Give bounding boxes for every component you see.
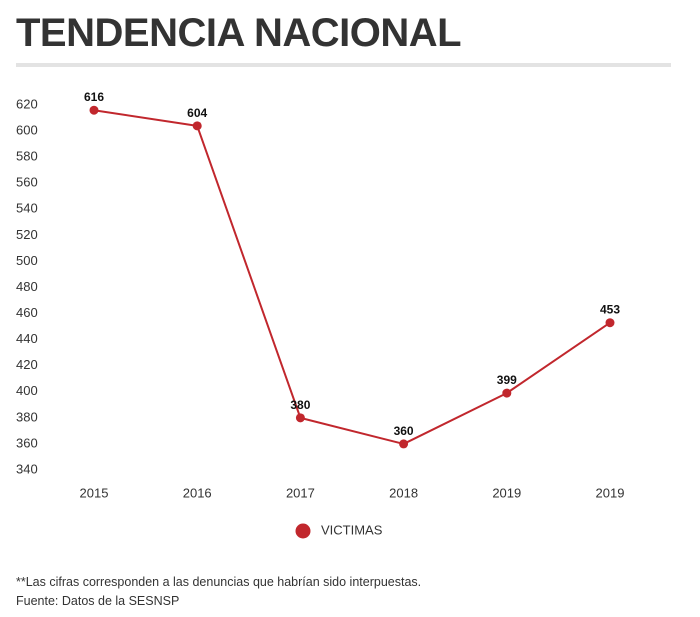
data-label: 380 [290,398,310,412]
y-tick-label: 520 [16,227,38,242]
source-note: Fuente: Datos de la SESNSP [16,594,180,608]
y-tick-label: 400 [16,383,38,398]
data-point[interactable] [192,121,202,131]
page-title: TENDENCIA NACIONAL [16,11,462,55]
data-label: 360 [394,424,414,438]
y-tick-label: 460 [16,305,38,320]
y-tick-label: 420 [16,357,38,372]
data-point[interactable] [399,439,409,449]
y-tick-label: 360 [16,435,38,450]
y-tick-label: 340 [16,461,38,476]
data-label: 616 [84,90,104,104]
data-point[interactable] [295,413,305,423]
y-tick-label: 380 [16,409,38,424]
x-tick-label: 2016 [183,485,212,500]
legend: VICTIMAS [295,522,383,539]
data-point[interactable] [502,388,512,398]
y-tick-label: 480 [16,279,38,294]
data-label: 453 [600,303,620,317]
x-tick-label: 2019 [596,485,625,500]
x-tick-label: 2015 [80,485,109,500]
x-tick-label: 2018 [389,485,418,500]
legend-label[interactable]: VICTIMAS [321,522,383,537]
legend-marker [295,523,311,539]
x-tick-label: 2017 [286,485,315,500]
data-point[interactable] [605,318,615,328]
series-line [93,109,611,445]
x-axis: 2015 2016 2017 2018 2019 2019 [80,485,625,500]
plot-area: 616 604 380 360 399 453 [84,90,620,449]
data-point[interactable] [89,105,99,115]
y-tick-label: 500 [16,253,38,268]
y-tick-label: 580 [16,149,38,164]
title-divider [16,63,671,67]
data-label: 399 [497,373,517,387]
y-tick-label: 440 [16,331,38,346]
y-tick-label: 600 [16,123,38,138]
x-tick-label: 2019 [492,485,521,500]
y-tick-label: 540 [16,201,38,216]
y-axis: 340 360 380 400 420 440 460 480 500 520 540 560 580 6… [16,96,38,476]
data-label: 604 [187,106,207,120]
footnote: **Las cifras corresponden a las denuncia… [16,575,422,589]
y-tick-label: 560 [16,175,38,190]
y-tick-label: 620 [16,96,38,111]
